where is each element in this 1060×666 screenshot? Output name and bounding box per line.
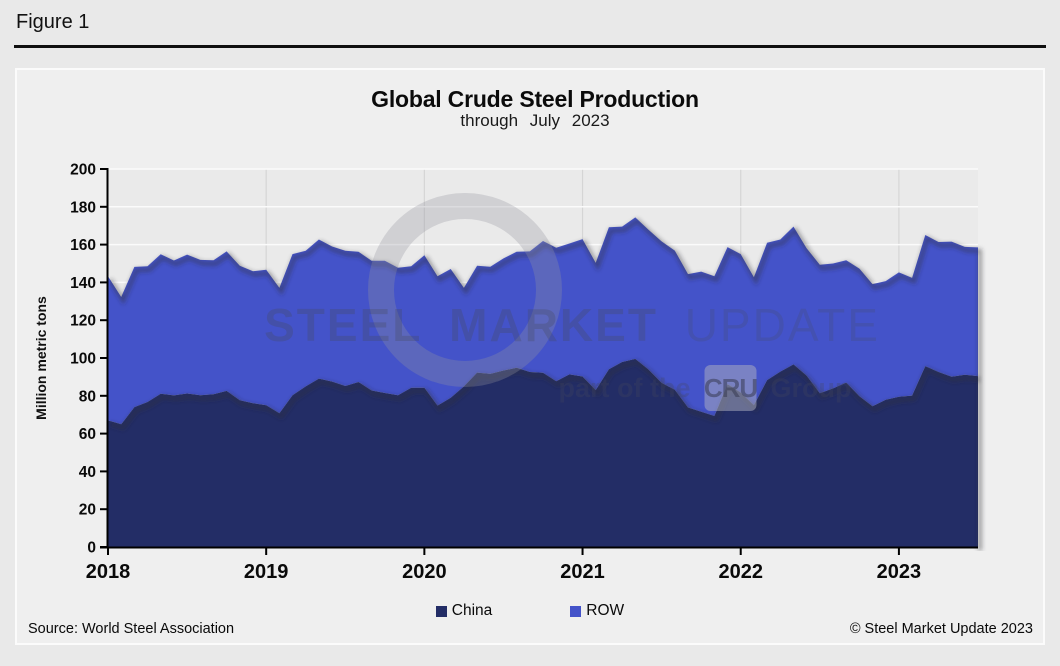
source-note: Source: World Steel Association xyxy=(28,621,235,637)
watermark-word-steel: STEEL xyxy=(264,299,423,351)
legend-label-row: ROW xyxy=(586,602,625,619)
chart-subtitle: through July 2023 xyxy=(460,111,610,130)
area-edge-shadows xyxy=(110,218,982,551)
svg-text:0: 0 xyxy=(87,540,96,557)
watermark-steel-market-update: STEEL MARKET UPDATE xyxy=(264,298,880,352)
watermark-word-update: UPDATE xyxy=(684,299,880,351)
area-china xyxy=(108,358,978,547)
svg-text:2019: 2019 xyxy=(244,561,289,583)
chart-title: Global Crude Steel Production xyxy=(371,86,699,112)
svg-text:2021: 2021 xyxy=(560,561,605,583)
watermark-part-of-the: part of the xyxy=(558,372,691,403)
x-tick-labels: 2018 2019 2020 2021 2022 2023 xyxy=(86,561,921,583)
legend-swatch-china xyxy=(435,605,447,617)
y-tick-labels: 0 20 40 60 80 100 120 140 160 180 200 xyxy=(70,162,96,557)
legend-item-china: China xyxy=(435,602,493,620)
watermark-cru-group: part of the CRU Group xyxy=(559,365,852,411)
svg-text:60: 60 xyxy=(79,426,96,443)
svg-text:140: 140 xyxy=(70,275,96,292)
svg-text:2018: 2018 xyxy=(86,561,131,583)
legend: China ROW xyxy=(15,602,1045,620)
svg-text:100: 100 xyxy=(70,351,96,368)
axes xyxy=(100,168,978,555)
watermark-group: Group xyxy=(770,372,852,403)
svg-text:180: 180 xyxy=(70,199,96,216)
svg-text:2020: 2020 xyxy=(402,561,447,583)
svg-text:2023: 2023 xyxy=(877,561,922,583)
watermark-ring xyxy=(368,193,562,387)
legend-label-china: China xyxy=(451,602,493,619)
svg-text:2022: 2022 xyxy=(718,561,763,583)
figure-divider xyxy=(14,45,1046,48)
svg-text:20: 20 xyxy=(79,502,96,519)
copyright-note: © Steel Market Update 2023 xyxy=(849,621,1033,637)
svg-text:160: 160 xyxy=(70,237,96,254)
svg-text:80: 80 xyxy=(79,388,96,405)
watermark-word-market: MARKET xyxy=(449,299,658,351)
svg-text:200: 200 xyxy=(70,162,96,179)
svg-text:120: 120 xyxy=(70,313,96,330)
legend-item-row: ROW xyxy=(570,602,624,620)
legend-swatch-row xyxy=(570,605,582,617)
svg-text:40: 40 xyxy=(79,464,96,481)
figure-label: Figure 1 xyxy=(16,11,90,33)
cru-logo: CRU xyxy=(704,365,758,411)
y-axis-label: Million metric tons xyxy=(33,296,49,420)
